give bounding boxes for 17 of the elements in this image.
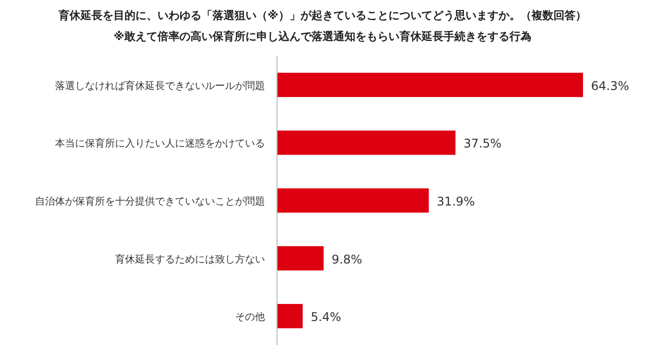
chart-title: 育休延長を目的に、いわゆる「落選狙い（※）」が起きていることについてどう思いますか。（複数回答）: [58, 9, 586, 22]
y-tick-label: 落選しなければ育休延長できないルールが問題: [55, 80, 265, 92]
data-label: 37.5%: [463, 136, 502, 151]
data-label: 5.4%: [310, 310, 342, 324]
y-tick-label: 自治体が保育所を十分提供できていないことが問題: [35, 196, 265, 208]
data-label: 31.9%: [436, 194, 475, 208]
y-tick-label: その他: [235, 311, 265, 324]
bar: [277, 72, 583, 98]
y-tick-label: 育休延長するためには致し方ない: [115, 253, 265, 266]
bar: [277, 246, 324, 270]
y-tick-label: 本当に保育所に入りたい人に迷惑をかけている: [55, 138, 265, 150]
bar: [277, 130, 456, 155]
data-label: 9.8%: [332, 252, 362, 266]
chart-subtitle: ※敢えて倍率の高い保育所に申し込んで落選通知をもらい育休延長手続きをする行為: [114, 30, 532, 43]
bar: [277, 304, 303, 328]
data-label: 64.3%: [591, 78, 630, 93]
bar: [277, 188, 429, 213]
